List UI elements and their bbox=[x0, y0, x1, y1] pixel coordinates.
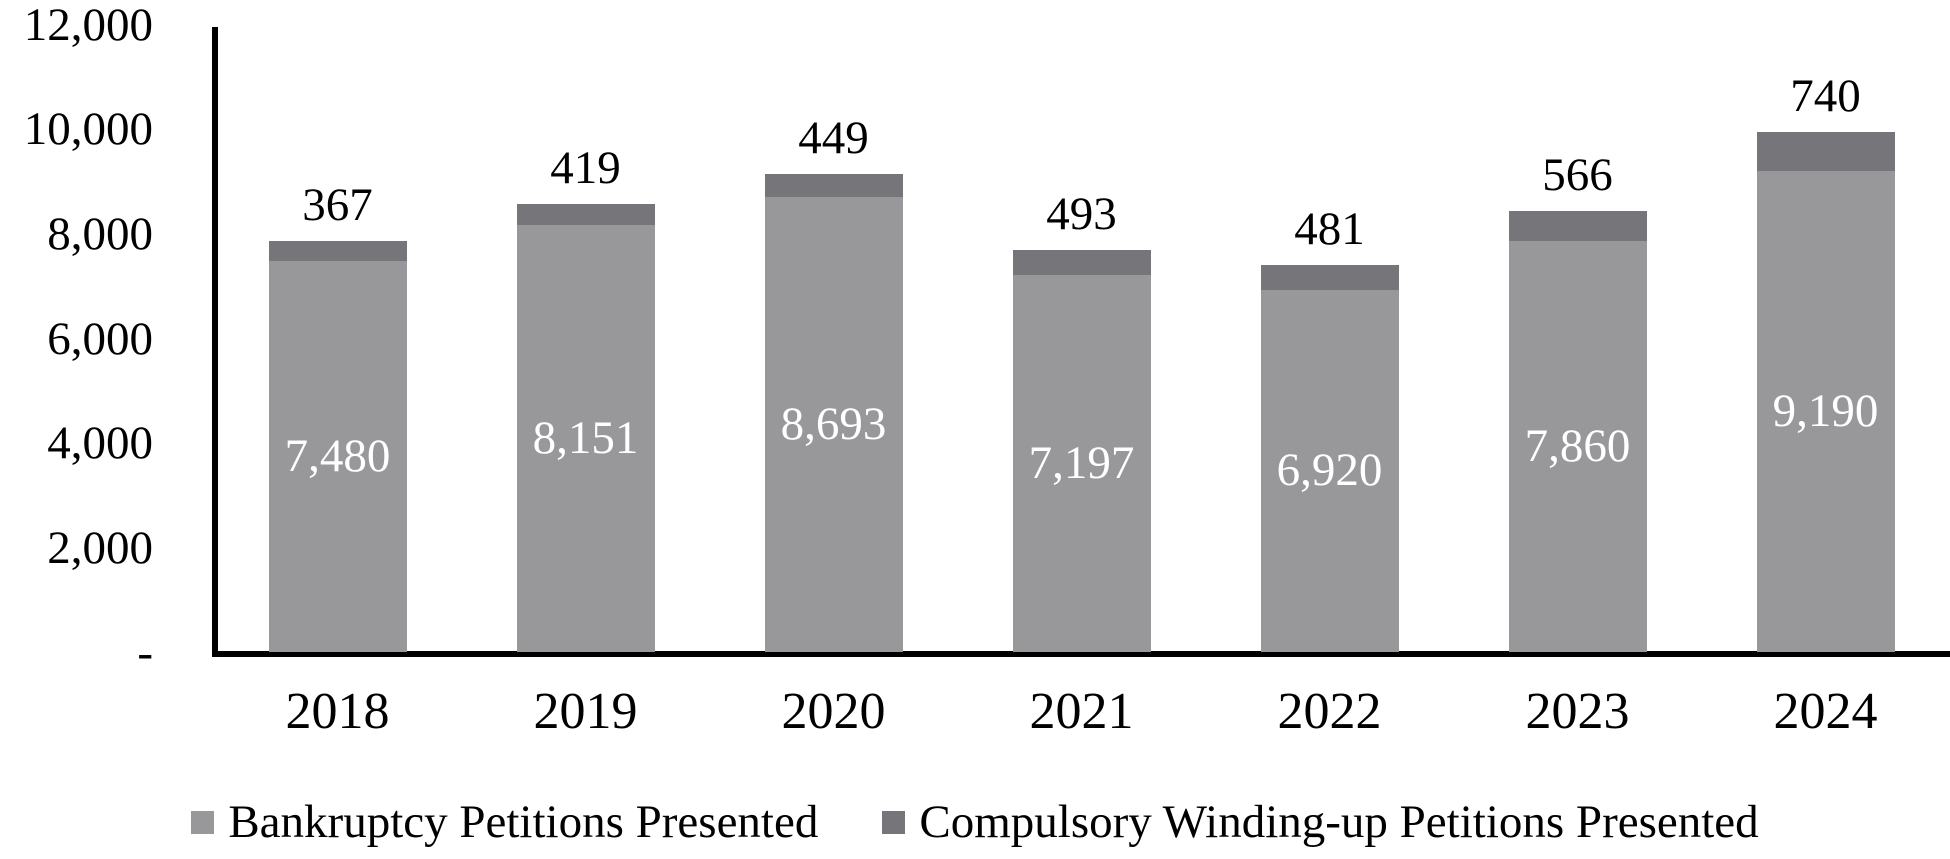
bar-value-label-winding-up-2019: 419 bbox=[550, 141, 621, 194]
y-tick-label: 12,000 bbox=[23, 0, 153, 51]
bar-value-label-bankruptcy-2019: 8,151 bbox=[532, 412, 639, 465]
bar-segment-winding-up-2019 bbox=[516, 203, 655, 226]
x-axis-label-2024: 2024 bbox=[1773, 683, 1878, 740]
x-axis-label-2023: 2023 bbox=[1525, 683, 1630, 740]
bar-value-label-winding-up-2018: 367 bbox=[302, 179, 373, 232]
bar-segment-bankruptcy-2022 bbox=[1260, 289, 1399, 652]
x-axis-label-2019: 2019 bbox=[533, 683, 638, 740]
y-tick-label: 6,000 bbox=[47, 312, 153, 365]
bar-value-label-winding-up-2022: 481 bbox=[1294, 202, 1365, 255]
bar-value-label-bankruptcy-2018: 7,480 bbox=[284, 429, 391, 482]
y-tick-label: - bbox=[137, 626, 153, 679]
bar-value-label-bankruptcy-2023: 7,860 bbox=[1524, 419, 1631, 472]
bar-segment-winding-up-2023 bbox=[1508, 211, 1647, 241]
legend-label-bankruptcy-petitions: Bankruptcy Petitions Presented bbox=[228, 796, 819, 848]
bar-value-label-winding-up-2021: 493 bbox=[1046, 187, 1117, 240]
bar-segment-winding-up-2020 bbox=[764, 173, 903, 198]
legend-item-bankruptcy-petitions: Bankruptcy Petitions Presented bbox=[191, 796, 818, 848]
x-axis-label-2020: 2020 bbox=[781, 683, 886, 740]
x-axis-line bbox=[212, 651, 1950, 657]
legend-swatch-bankruptcy-icon bbox=[191, 810, 215, 834]
legend-swatch-winding-up-icon bbox=[882, 810, 906, 834]
bar-segment-bankruptcy-2021 bbox=[1012, 275, 1151, 652]
bar-value-label-winding-up-2020: 449 bbox=[798, 111, 869, 164]
x-axis-label-2018: 2018 bbox=[285, 683, 390, 740]
bar-value-label-bankruptcy-2024: 9,190 bbox=[1772, 385, 1879, 438]
legend-item-winding-up-petitions: Compulsory Winding-up Petitions Presente… bbox=[882, 796, 1759, 848]
bar-segment-winding-up-2024 bbox=[1756, 132, 1895, 172]
bar-segment-bankruptcy-2024 bbox=[1756, 171, 1895, 652]
bar-value-label-bankruptcy-2020: 8,693 bbox=[780, 398, 887, 451]
bar-segment-bankruptcy-2019 bbox=[516, 225, 655, 652]
x-axis-label-2022: 2022 bbox=[1277, 683, 1382, 740]
bar-segment-winding-up-2018 bbox=[268, 241, 407, 261]
bar-segment-bankruptcy-2023 bbox=[1508, 240, 1647, 652]
y-axis-line bbox=[212, 27, 218, 657]
y-tick-label: 8,000 bbox=[47, 207, 153, 260]
y-tick-label: 10,000 bbox=[23, 103, 153, 156]
bar-segment-bankruptcy-2020 bbox=[764, 197, 903, 652]
legend: Bankruptcy Petitions Presented Compulsor… bbox=[0, 796, 1950, 848]
bar-segment-bankruptcy-2018 bbox=[268, 260, 407, 652]
bar-segment-winding-up-2022 bbox=[1260, 264, 1399, 290]
bar-value-label-winding-up-2024: 740 bbox=[1790, 70, 1861, 123]
bar-value-label-winding-up-2023: 566 bbox=[1542, 149, 1613, 202]
x-axis-label-2021: 2021 bbox=[1029, 683, 1134, 740]
y-tick-label: 4,000 bbox=[47, 417, 153, 470]
y-tick-label: 2,000 bbox=[47, 521, 153, 574]
bar-value-label-bankruptcy-2022: 6,920 bbox=[1276, 444, 1383, 497]
bar-value-label-bankruptcy-2021: 7,197 bbox=[1028, 437, 1135, 490]
bar-segment-winding-up-2021 bbox=[1012, 249, 1151, 276]
legend-label-winding-up-petitions: Compulsory Winding-up Petitions Presente… bbox=[919, 796, 1759, 848]
